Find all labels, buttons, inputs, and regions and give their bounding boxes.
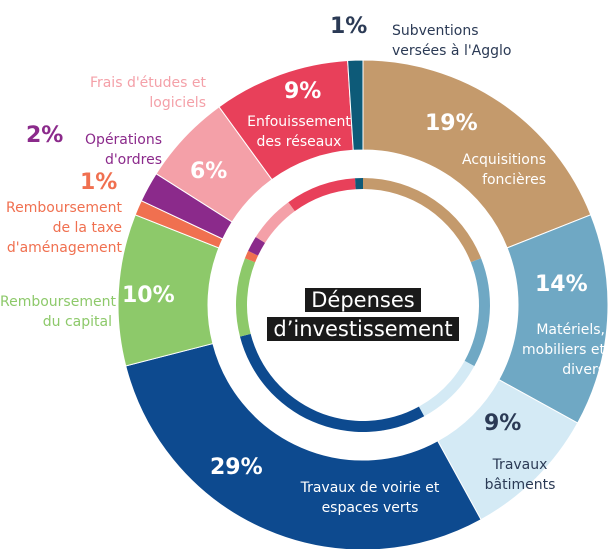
inner-ring-segment	[255, 202, 295, 243]
value-label: 19%	[425, 111, 478, 136]
donut-segment	[125, 342, 482, 549]
category-label: Enfouissement des réseaux	[247, 114, 351, 150]
inner-ring-segment	[248, 236, 266, 256]
value-label: 1%	[80, 170, 118, 195]
title-box: Dépenses d’investissement	[243, 286, 483, 344]
inner-ring-segment	[244, 250, 259, 263]
donut-segment	[362, 59, 592, 249]
category-label: Travaux de voirie et espaces verts	[300, 480, 440, 516]
category-label: Remboursement de la taxe d'aménagement	[6, 200, 122, 256]
chart-title: Dépenses d’investissement	[267, 288, 459, 341]
value-label: 14%	[535, 272, 588, 297]
value-label: 29%	[210, 455, 263, 480]
inner-ring-segment	[239, 333, 425, 432]
inner-ring-segment	[363, 178, 482, 263]
category-label: Remboursement du capital	[0, 294, 116, 330]
inner-ring-segment	[355, 178, 363, 190]
category-label: Subventions versées à l'Agglo	[392, 23, 512, 59]
value-label: 9%	[484, 411, 522, 436]
category-label: Travaux bâtiments	[484, 457, 556, 493]
value-label: 2%	[26, 123, 64, 148]
inner-ring-segment	[418, 360, 475, 417]
value-label: 9%	[284, 79, 322, 104]
category-label: Frais d'études et logiciels	[89, 75, 206, 111]
category-label: Matériels, mobiliers et divers	[522, 322, 605, 378]
value-label: 10%	[122, 283, 175, 308]
category-label: Acquisitions foncières	[462, 152, 546, 188]
inner-ring-segment	[236, 258, 256, 337]
donut-segment	[347, 59, 364, 151]
value-label: 1%	[330, 14, 368, 39]
inner-ring-segment	[288, 178, 356, 212]
inner-ring-segment	[464, 258, 490, 367]
value-label: 6%	[190, 159, 228, 184]
category-label: Opérations d'ordres	[85, 132, 162, 168]
